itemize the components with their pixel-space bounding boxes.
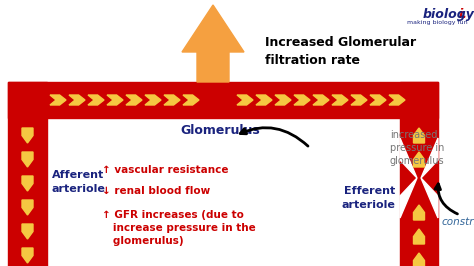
Text: ↓ renal blood flow: ↓ renal blood flow xyxy=(102,186,210,196)
Polygon shape xyxy=(389,95,405,105)
Bar xyxy=(400,82,438,266)
Polygon shape xyxy=(183,95,199,105)
Polygon shape xyxy=(22,224,33,239)
Polygon shape xyxy=(182,5,244,82)
Text: increased
pressure in
glomerulus: increased pressure in glomerulus xyxy=(390,130,445,166)
Text: ↑ vascular resistance: ↑ vascular resistance xyxy=(102,165,228,175)
Polygon shape xyxy=(313,95,329,105)
Polygon shape xyxy=(413,205,425,220)
Polygon shape xyxy=(294,95,310,105)
Polygon shape xyxy=(22,152,33,167)
Polygon shape xyxy=(126,95,142,105)
Polygon shape xyxy=(421,178,438,218)
Polygon shape xyxy=(413,253,425,266)
Text: Increased Glomerular
filtration rate: Increased Glomerular filtration rate xyxy=(265,36,416,68)
Text: Glomerulus: Glomerulus xyxy=(180,123,260,136)
Polygon shape xyxy=(50,95,66,105)
Text: Efferent
arteriole: Efferent arteriole xyxy=(341,186,395,210)
Polygon shape xyxy=(413,229,425,244)
Polygon shape xyxy=(332,95,348,105)
Polygon shape xyxy=(22,176,33,191)
Polygon shape xyxy=(256,95,272,105)
Polygon shape xyxy=(22,200,33,215)
Polygon shape xyxy=(400,138,417,178)
Polygon shape xyxy=(370,95,386,105)
Bar xyxy=(8,82,47,266)
Polygon shape xyxy=(22,248,33,263)
Text: ↑ GFR increases (due to
   increase pressure in the
   glomerulus): ↑ GFR increases (due to increase pressur… xyxy=(102,210,256,246)
Text: Afferent
arteriole: Afferent arteriole xyxy=(52,171,106,194)
Polygon shape xyxy=(107,95,123,105)
Polygon shape xyxy=(237,95,253,105)
Polygon shape xyxy=(413,128,425,143)
Polygon shape xyxy=(351,95,367,105)
Polygon shape xyxy=(164,95,180,105)
Polygon shape xyxy=(413,152,425,167)
Text: i.: i. xyxy=(459,8,468,21)
Polygon shape xyxy=(88,95,104,105)
Polygon shape xyxy=(421,138,438,178)
Text: biology: biology xyxy=(422,8,474,21)
Bar xyxy=(8,82,438,118)
Polygon shape xyxy=(22,128,33,143)
Text: making biology fun: making biology fun xyxy=(407,20,468,25)
Polygon shape xyxy=(145,95,161,105)
Polygon shape xyxy=(69,95,85,105)
Text: constriction: constriction xyxy=(442,217,474,227)
Polygon shape xyxy=(400,178,417,218)
Polygon shape xyxy=(275,95,291,105)
